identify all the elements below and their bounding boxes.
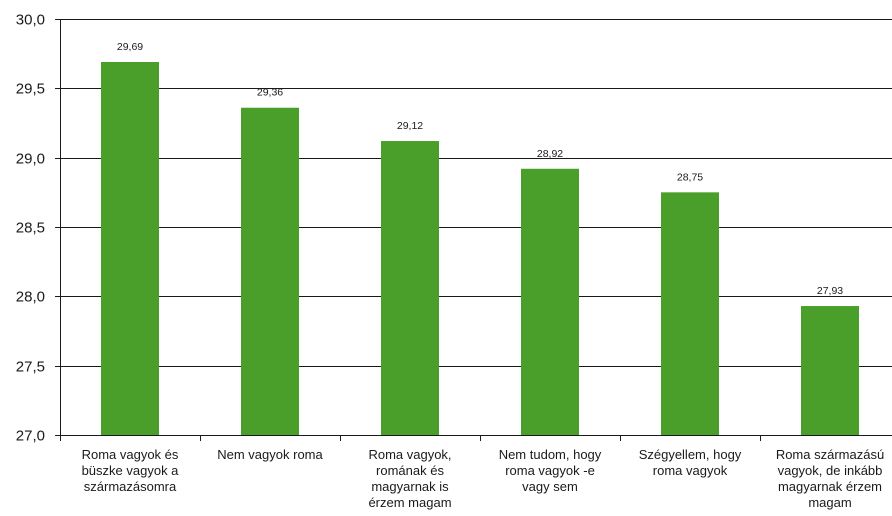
category-label: romának és bbox=[376, 463, 444, 478]
data-label: 29,12 bbox=[397, 120, 423, 132]
bar bbox=[801, 306, 859, 435]
category-label: Nem tudom, hogy bbox=[499, 447, 602, 462]
category-label: Roma származású bbox=[776, 447, 884, 462]
category-label: Szégyellem, hogy bbox=[639, 447, 742, 462]
category-label: Nem vagyok roma bbox=[217, 447, 323, 462]
category-label: magyarnak is bbox=[371, 479, 449, 494]
y-tick-label: 28,0 bbox=[16, 289, 45, 306]
data-label: 29,36 bbox=[257, 87, 283, 99]
category-label: származásomra bbox=[84, 479, 177, 494]
category-label: vagyok, de inkább bbox=[778, 463, 883, 478]
y-tick-label: 27,0 bbox=[16, 428, 45, 445]
y-tick-label: 30,0 bbox=[16, 12, 45, 29]
y-tick-label: 29,0 bbox=[16, 151, 45, 168]
data-label: 27,93 bbox=[817, 285, 843, 297]
category-label: magam bbox=[808, 495, 851, 510]
y-axis-ticks: 27,0 27,5 28,0 28,5 29,0 29,5 30,0 bbox=[16, 12, 60, 445]
category-label: büszke vagyok a bbox=[82, 463, 180, 478]
category-label: érzem magam bbox=[368, 495, 451, 510]
category-label: Roma vagyok, bbox=[368, 447, 451, 462]
category-label: magyarnak érzem bbox=[778, 479, 882, 494]
category-label: vagy sem bbox=[522, 479, 578, 494]
x-axis bbox=[60, 19, 892, 441]
data-labels: 29,69 29,36 29,12 28,92 28,75 27,93 bbox=[117, 41, 843, 297]
category-label: roma vagyok bbox=[653, 463, 728, 478]
bar bbox=[241, 107, 299, 435]
bars bbox=[101, 61, 859, 436]
y-tick-label: 29,5 bbox=[16, 81, 45, 98]
bar bbox=[381, 141, 439, 435]
data-label: 28,75 bbox=[677, 171, 703, 183]
gridlines bbox=[60, 19, 892, 367]
data-label: 29,69 bbox=[117, 41, 143, 53]
category-label: roma vagyok -e bbox=[505, 463, 595, 478]
bar bbox=[661, 192, 719, 435]
bar bbox=[101, 61, 159, 436]
bar bbox=[521, 168, 579, 435]
data-label: 28,92 bbox=[537, 148, 563, 160]
y-tick-label: 28,5 bbox=[16, 220, 45, 237]
y-tick-label: 27,5 bbox=[16, 359, 45, 376]
category-label: Roma vagyok és bbox=[82, 447, 179, 462]
